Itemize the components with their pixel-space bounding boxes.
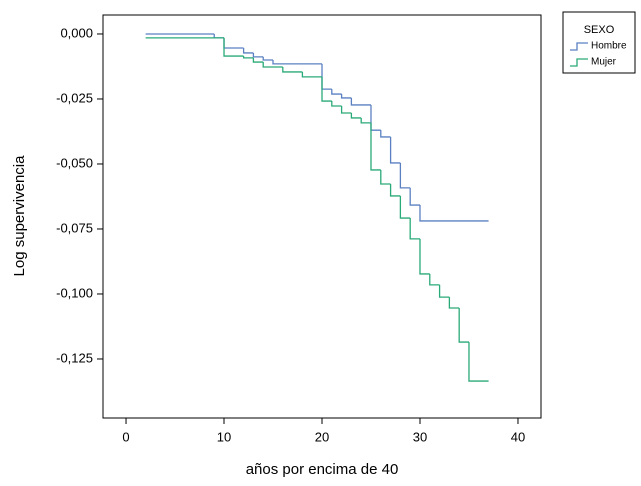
legend-title: SEXO bbox=[584, 24, 615, 36]
step-segment bbox=[370, 104, 381, 131]
step-segment bbox=[262, 62, 283, 68]
step-segment bbox=[223, 37, 244, 57]
step-segment bbox=[321, 63, 332, 90]
y-axis-label: Log supervivencia bbox=[11, 155, 28, 277]
step-segment bbox=[409, 218, 420, 240]
step-segment bbox=[223, 37, 244, 49]
y-tick-label: 0,000 bbox=[60, 25, 93, 40]
step-segment bbox=[399, 195, 411, 219]
step-segment bbox=[350, 113, 362, 119]
step-segment bbox=[409, 187, 420, 206]
step-segment bbox=[438, 284, 450, 298]
step-segment bbox=[282, 67, 303, 73]
step-segment bbox=[458, 308, 469, 343]
step-segment bbox=[331, 89, 342, 95]
legend-swatch bbox=[570, 58, 588, 67]
step-segment bbox=[389, 184, 401, 197]
x-tick-label: 40 bbox=[511, 429, 525, 444]
step-segment bbox=[448, 297, 460, 309]
legend-label: Mujer bbox=[591, 57, 617, 68]
step-segment bbox=[340, 106, 352, 114]
step-segment bbox=[429, 273, 440, 286]
legend-label: Hombre bbox=[591, 41, 627, 52]
step-segment bbox=[331, 101, 342, 107]
step-segment bbox=[380, 130, 391, 138]
step-segment bbox=[340, 94, 352, 99]
legend-swatch bbox=[570, 42, 588, 51]
y-tick-label: -0,075 bbox=[56, 220, 93, 235]
step-segment bbox=[242, 48, 254, 54]
step-segment bbox=[272, 59, 322, 65]
x-tick-label: 10 bbox=[217, 429, 231, 444]
y-tick-label: -0,025 bbox=[56, 90, 93, 105]
legend: SEXO Hombre Mujer bbox=[562, 11, 636, 74]
y-tick-label: -0,050 bbox=[56, 155, 93, 170]
step-segment bbox=[252, 57, 264, 63]
legend-box bbox=[562, 11, 636, 74]
x-tick-label: 30 bbox=[413, 429, 427, 444]
step-segment bbox=[370, 122, 381, 171]
x-axis-label: años por encima de 40 bbox=[246, 461, 399, 478]
step-segment bbox=[321, 76, 332, 102]
y-tick-label: -0,125 bbox=[56, 350, 93, 365]
step-segment bbox=[301, 71, 322, 78]
step-segment bbox=[419, 238, 430, 275]
step-segment bbox=[389, 136, 401, 164]
step-segment bbox=[262, 56, 274, 61]
y-tick-label: -0,100 bbox=[56, 285, 93, 300]
x-tick-label: 0 bbox=[122, 429, 129, 444]
step-segment bbox=[242, 56, 254, 59]
x-tick-label: 20 bbox=[315, 429, 329, 444]
step-segment bbox=[419, 205, 489, 222]
step-segment bbox=[380, 169, 391, 185]
step-segment bbox=[350, 97, 371, 106]
step-segment bbox=[252, 52, 264, 58]
step-segment bbox=[468, 342, 489, 382]
step-segment bbox=[360, 117, 371, 124]
step-segment bbox=[399, 162, 411, 189]
